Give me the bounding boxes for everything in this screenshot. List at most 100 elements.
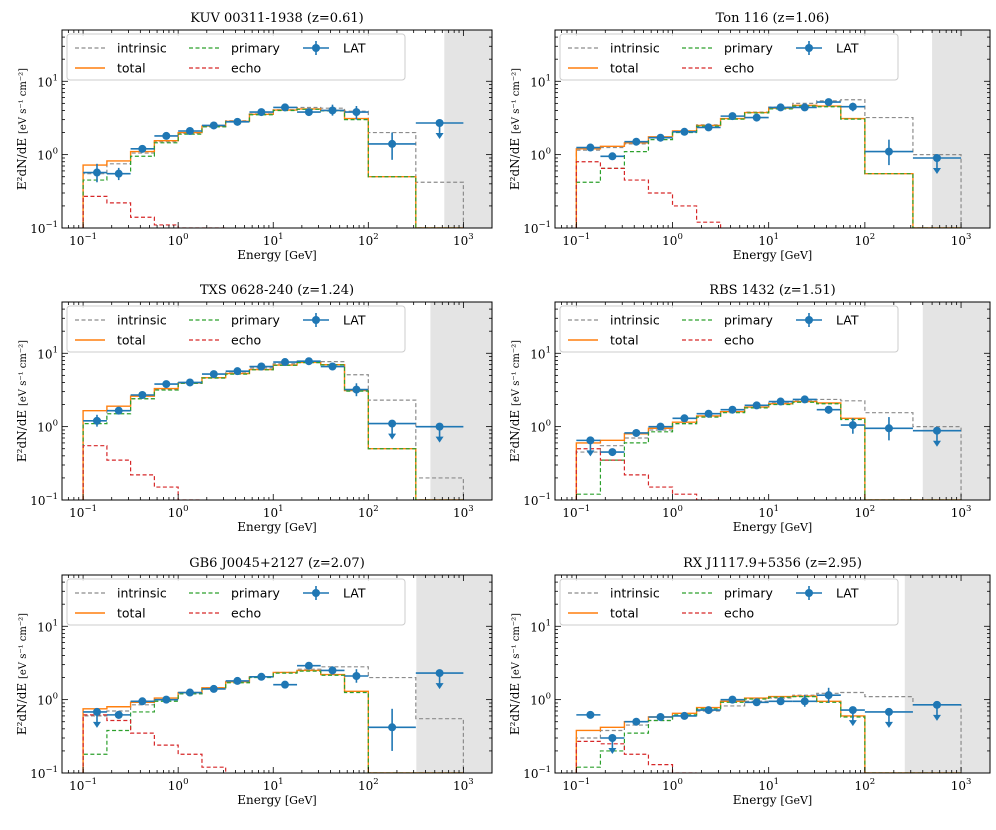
legend-item-intrinsic: intrinsic [568, 586, 660, 601]
lat-point [816, 405, 841, 414]
svg-text:echo: echo [231, 61, 261, 76]
x-tick-label: 10−1 [562, 232, 590, 248]
legend-item-intrinsic: intrinsic [568, 313, 660, 328]
svg-text:echo: echo [231, 606, 261, 621]
lat-point [648, 133, 673, 142]
svg-text:LAT: LAT [836, 586, 859, 601]
lat-point [249, 672, 274, 681]
lat-point [368, 708, 416, 751]
lat-point [840, 418, 865, 434]
y-axis-label: E²dN/dE [eV s⁻¹ cm⁻²] [508, 340, 522, 462]
lat-point [297, 661, 321, 670]
x-tick-label: 101 [263, 504, 284, 520]
legend-item-lat: LAT [796, 313, 859, 328]
panel-title: RX J1117.9+5356 (z=2.95) [683, 556, 862, 571]
lat-upper-limit [415, 669, 464, 690]
svg-text:intrinsic: intrinsic [610, 586, 660, 601]
x-axis-label: Energy [GeV] [733, 520, 812, 534]
primary-line [82, 362, 464, 500]
legend-item-lat: LAT [796, 586, 859, 601]
legend-item-intrinsic: intrinsic [568, 41, 660, 56]
lat-point [720, 112, 745, 121]
lat-point [130, 390, 155, 399]
total-line [82, 669, 464, 773]
intrinsic-line [82, 666, 464, 773]
x-tick-label: 103 [951, 504, 972, 520]
lat-point [130, 144, 155, 153]
lat-point [816, 687, 841, 703]
x-tick-label: 100 [662, 504, 683, 520]
svg-text:primary: primary [724, 41, 774, 56]
lat-upper-limit [864, 707, 913, 728]
legend-item-intrinsic: intrinsic [75, 586, 167, 601]
svg-text:echo: echo [231, 333, 261, 348]
lat-point [792, 395, 817, 404]
intrinsic-line [575, 99, 962, 228]
lat-point [154, 380, 179, 389]
x-tick-label: 102 [358, 232, 379, 248]
lat-point [83, 163, 107, 183]
y-axis-label: E²dN/dE [eV s⁻¹ cm⁻²] [15, 340, 29, 462]
lat-point [320, 104, 345, 116]
x-axis-label: Energy [GeV] [733, 248, 812, 262]
x-axis-label: Energy [GeV] [237, 248, 316, 262]
legend-item-total: total [75, 61, 146, 76]
y-tick-label: 100 [37, 419, 58, 435]
lat-point [720, 405, 745, 414]
svg-text:echo: echo [724, 61, 754, 76]
primary-line [575, 401, 962, 500]
echo-line [575, 740, 697, 773]
echo-line [82, 445, 202, 500]
x-tick-label: 100 [168, 777, 189, 793]
lat-point [744, 113, 769, 122]
legend-item-total: total [568, 606, 639, 621]
lat-point [600, 152, 625, 161]
x-tick-label: 100 [662, 777, 683, 793]
intrinsic-line [575, 691, 962, 773]
legend-item-total: total [568, 61, 639, 76]
lat-upper-limit [576, 436, 601, 457]
primary-line [575, 696, 962, 773]
lat-point [648, 712, 673, 721]
lat-point [178, 688, 202, 697]
svg-text:total: total [610, 61, 639, 76]
y-tick-label: 101 [530, 345, 551, 361]
x-tick-label: 102 [855, 777, 876, 793]
lat-point [576, 710, 601, 719]
lat-point [273, 103, 298, 112]
lat-point [106, 710, 131, 719]
x-tick-label: 102 [358, 504, 379, 520]
legend: intrinsic total primary echo LAT [559, 33, 899, 81]
lat-point [273, 358, 298, 367]
intrinsic-line [575, 398, 962, 500]
x-tick-label: 102 [855, 504, 876, 520]
shaded-region [416, 575, 492, 773]
x-tick-label: 102 [855, 232, 876, 248]
lat-point [320, 666, 345, 675]
intrinsic-line [82, 360, 464, 500]
legend: intrinsic total primary echo LAT [66, 33, 406, 81]
panel-1: 10−1 100 101 102 103 10−1 100 101 KUV 00311-1938… [15, 11, 493, 262]
y-tick-label: 101 [37, 73, 58, 89]
ticks [61, 574, 493, 774]
lat-point [672, 127, 697, 136]
y-tick-label: 100 [530, 692, 551, 708]
total-line [82, 108, 464, 228]
svg-text:intrinsic: intrinsic [117, 586, 167, 601]
lat-point [249, 108, 274, 117]
lat-point [249, 362, 274, 371]
lat-point [201, 684, 226, 693]
y-axis-label: E²dN/dE [eV s⁻¹ cm⁻²] [508, 613, 522, 735]
legend-item-total: total [75, 606, 146, 621]
y-tick-label: 10−1 [523, 220, 551, 236]
lat-point [864, 417, 913, 441]
lat-point [816, 98, 841, 107]
y-tick-label: 10−1 [523, 765, 551, 781]
lat-point [672, 414, 697, 423]
panel-title: GB6 J0045+2127 (z=2.07) [189, 556, 365, 571]
plot-frame [554, 574, 991, 774]
x-tick-label: 10−1 [69, 777, 97, 793]
primary-line [575, 105, 962, 228]
plot-frame [61, 574, 493, 774]
plot-frame [61, 29, 493, 229]
